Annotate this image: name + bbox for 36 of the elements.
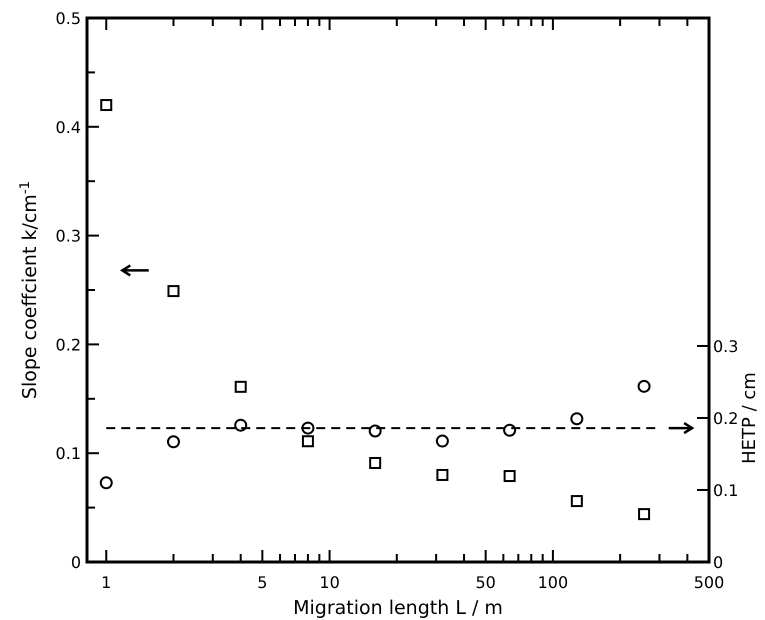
y-tick-label: 0.5 (56, 9, 81, 28)
point (436, 468, 448, 481)
y2-tick-label: 0.3 (713, 337, 738, 356)
x-tick-label: 1 (101, 573, 112, 592)
point (301, 422, 314, 435)
point (570, 412, 584, 426)
x-tick-label: 5 (257, 573, 268, 592)
y2-tick-label: 0 (713, 553, 724, 572)
point (167, 285, 180, 298)
y-tick-label: 0.2 (56, 335, 81, 354)
point (369, 456, 382, 469)
point (638, 380, 651, 393)
point (570, 495, 583, 508)
point (302, 435, 314, 448)
x-tick-label: 50 (475, 573, 496, 592)
y-tick-label: 0.1 (56, 444, 81, 464)
y2-tick-label: 0.1 (713, 481, 738, 500)
point (436, 434, 449, 448)
y-tick-label: 0.3 (56, 226, 81, 246)
y-tick-label: 0.4 (56, 118, 81, 137)
x-tick-label: 10 (319, 573, 340, 592)
point (504, 470, 516, 482)
point (368, 424, 382, 438)
point (100, 99, 112, 112)
x-axis-title: Migration length L / m (293, 597, 503, 619)
point (100, 476, 113, 490)
point (166, 435, 180, 448)
x-tick-label: 100 (538, 573, 568, 592)
y2-axis-title: HETP / cm (739, 372, 760, 464)
point (234, 380, 247, 393)
point (638, 508, 650, 520)
x-tick-label: 500 (694, 573, 724, 592)
y-tick-label: 0 (70, 553, 81, 572)
y2-tick-label: 0.2 (713, 409, 738, 428)
point (503, 424, 516, 437)
point (234, 418, 248, 432)
